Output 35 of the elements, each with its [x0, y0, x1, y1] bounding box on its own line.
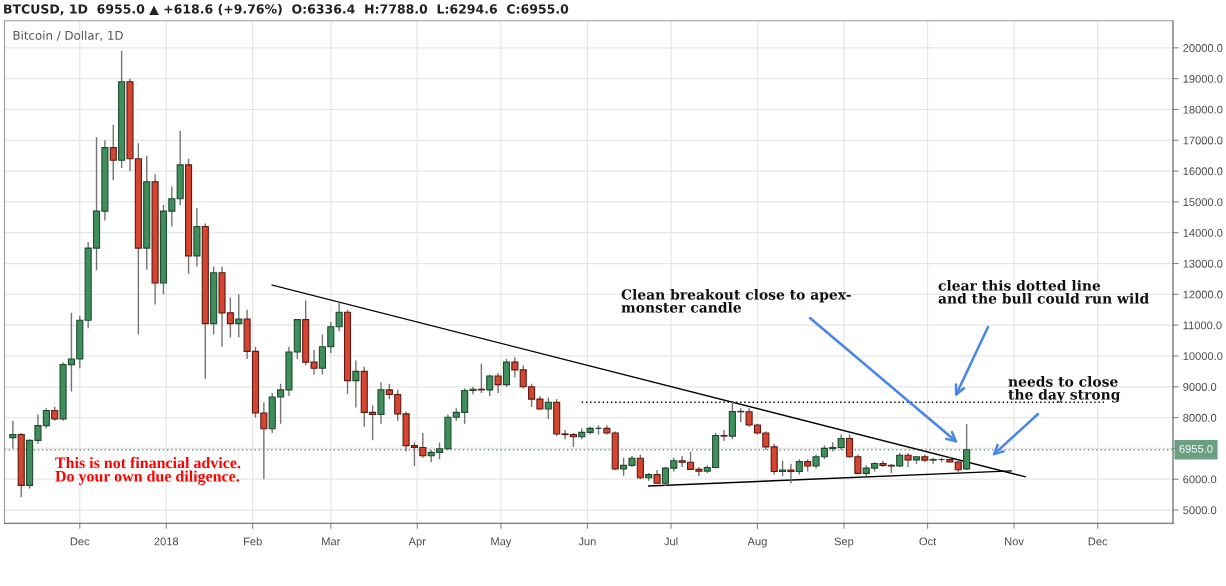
y-tick-label: 20000.0	[1183, 44, 1223, 52]
x-tick-label: Dec	[1088, 537, 1108, 546]
y-tick-label: 9000.0	[1183, 383, 1217, 391]
annotation: This is not financial advice. Do your own due diligence.	[55, 456, 241, 485]
x-tick-label: Apr	[408, 537, 426, 548]
y-tick-label: 8000.0	[1183, 413, 1217, 422]
y-tick-label: 19000.0	[1183, 74, 1223, 83]
x-tick-label: 2018	[154, 537, 179, 546]
chart-title: BTCUSD, 1D 6955.0 ▲ +618.6 (+9.76%) O:6336.4 H:7788.0 L:6294.6 C:6955.0	[4, 4, 569, 16]
x-tick-label: May	[491, 537, 512, 548]
y-tick-label: 5000.0	[1183, 506, 1217, 515]
annotation: needs to close the day strong	[1008, 376, 1121, 403]
y-tick-label: 12000.0	[1183, 290, 1223, 299]
y-tick-label: 13000.0	[1183, 259, 1223, 268]
y-tick-label: 16000.0	[1183, 167, 1223, 176]
y-tick-label: 10000.0	[1183, 352, 1223, 361]
y-tick-label: 11000.0	[1183, 321, 1222, 330]
y-tick-label: 15000.0	[1183, 198, 1223, 207]
annotation: Clean breakout close to apex- monster candle	[621, 289, 851, 313]
x-tick-label: Jul	[664, 537, 678, 546]
x-tick-label: Jun	[578, 537, 596, 546]
ref-line-label: 6955.0	[1179, 444, 1213, 453]
x-tick-label: Nov	[1005, 537, 1024, 546]
y-tick-label: 18000.0	[1183, 105, 1223, 114]
x-tick-label: Mar	[322, 537, 341, 546]
x-tick-label: Sep	[834, 537, 854, 548]
y-tick-label: 6000.0	[1183, 475, 1217, 484]
x-tick-label: Dec	[70, 537, 90, 546]
x-tick-label: Feb	[244, 537, 262, 546]
x-tick-label: Oct	[919, 537, 937, 546]
y-tick-label: 17000.0	[1183, 136, 1223, 145]
y-tick-label: 14000.0	[1183, 228, 1223, 237]
text: Bitcoin / Dollar, 1D	[13, 30, 123, 42]
x-tick-label: Aug	[747, 537, 767, 548]
annotation: clear this dotted line and the bull could run wild	[938, 280, 1149, 304]
